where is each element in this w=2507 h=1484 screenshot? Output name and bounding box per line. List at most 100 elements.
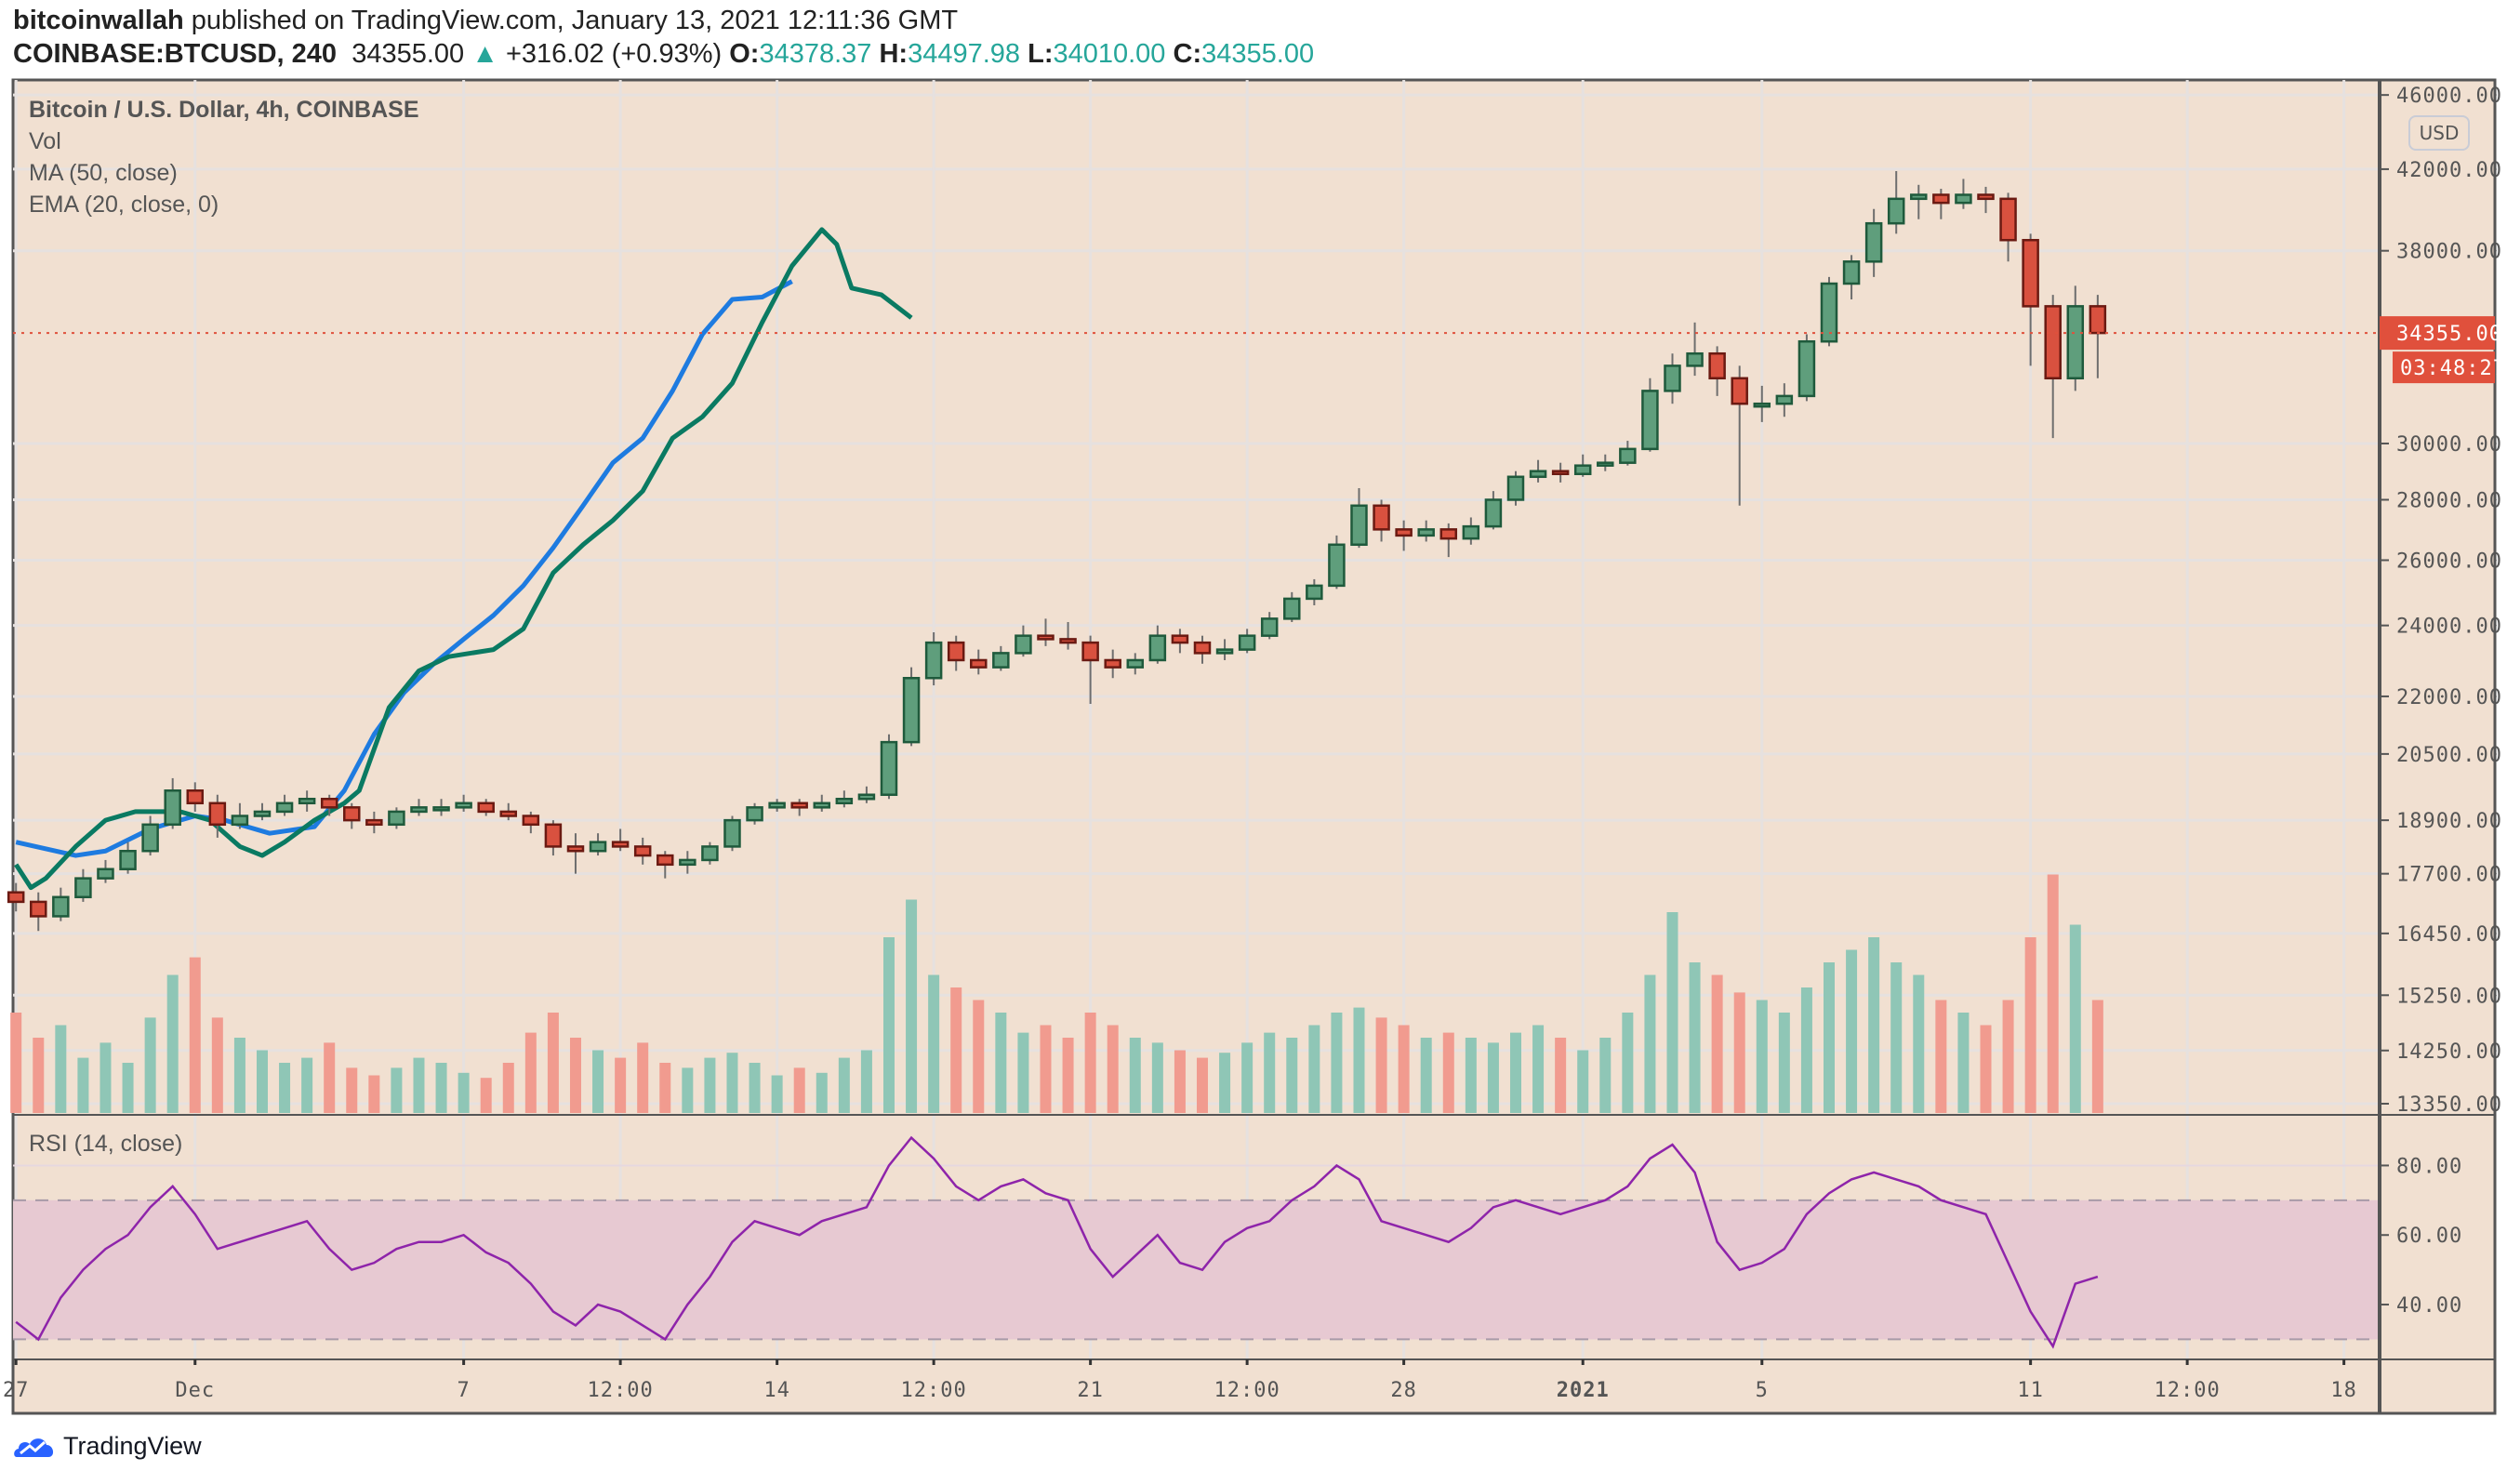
rsi-tick-label: 80.00 bbox=[2396, 1155, 2462, 1178]
time-tick-label: 11 bbox=[2017, 1379, 2044, 1402]
time-tick-label: 14 bbox=[763, 1379, 790, 1402]
close-label: C: bbox=[1173, 39, 1202, 69]
volume-bar bbox=[211, 1017, 223, 1113]
volume-bar bbox=[458, 1072, 470, 1113]
candle-up bbox=[768, 802, 786, 809]
branding-text: TradingView bbox=[63, 1432, 202, 1460]
volume-bar bbox=[1800, 987, 1812, 1113]
candle-up bbox=[164, 788, 181, 827]
volume-bar bbox=[1219, 1053, 1231, 1113]
candle-down bbox=[1932, 193, 1950, 205]
volume-bar bbox=[1532, 1025, 1545, 1113]
candle-up bbox=[1641, 390, 1659, 451]
candle-down bbox=[499, 810, 518, 817]
axes: 46000.00 42000.00 38000.00 30000.00 28000.00… bbox=[3, 80, 2505, 1413]
rsi-tick-label: 40.00 bbox=[2396, 1294, 2462, 1318]
candle-up bbox=[723, 818, 741, 848]
publish-info: bitcoinwallah published on TradingView.c… bbox=[13, 6, 958, 36]
tradingview-cloud-icon bbox=[14, 1438, 54, 1457]
candle-up bbox=[679, 858, 696, 867]
candle-up bbox=[1842, 260, 1861, 285]
candle-up bbox=[1597, 461, 1614, 467]
candle-down bbox=[1999, 197, 2017, 242]
candle-down bbox=[320, 797, 338, 809]
candle-down bbox=[1551, 470, 1570, 475]
candle-down bbox=[343, 806, 361, 822]
time-tick-label: 7 bbox=[458, 1379, 471, 1402]
ma50-line bbox=[15, 279, 793, 858]
volume-bar bbox=[480, 1078, 492, 1113]
currency-badge[interactable]: USD bbox=[2408, 115, 2470, 151]
candle-up bbox=[1664, 364, 1681, 392]
rsi-tick-label: 60.00 bbox=[2396, 1225, 2462, 1248]
volume-bar bbox=[279, 1063, 291, 1113]
volume-bar bbox=[1465, 1038, 1477, 1113]
volume-bar bbox=[368, 1075, 380, 1113]
candle-down bbox=[1708, 351, 1726, 380]
volume-bar bbox=[1062, 1038, 1074, 1113]
volume-bar bbox=[1868, 937, 1880, 1113]
candle-up bbox=[119, 849, 137, 870]
time-tick-label: 18 bbox=[2330, 1379, 2357, 1402]
candles bbox=[7, 171, 2107, 932]
volume-bar bbox=[524, 1032, 537, 1113]
candle-down bbox=[1731, 377, 1748, 405]
candle-up bbox=[701, 845, 719, 862]
price-tick-label: 26000.00 bbox=[2396, 550, 2502, 573]
candle-down bbox=[1037, 634, 1055, 641]
volume-bar bbox=[1174, 1050, 1186, 1113]
candle-up bbox=[1215, 648, 1234, 655]
time-tick-label: 2021 bbox=[1557, 1379, 1610, 1402]
candle-down bbox=[1059, 638, 1077, 644]
candle-down bbox=[947, 641, 965, 662]
legend-ema[interactable]: EMA (20, close, 0) bbox=[29, 192, 219, 218]
volume-bar bbox=[637, 1042, 649, 1113]
candle-down bbox=[790, 802, 808, 809]
volume-bar bbox=[1846, 949, 1858, 1113]
price-tick-label: 16450.00 bbox=[2396, 923, 2502, 947]
candle-down bbox=[208, 802, 227, 827]
volume-bar bbox=[502, 1063, 514, 1113]
candle-down bbox=[1171, 634, 1189, 644]
author-name[interactable]: bitcoinwallah bbox=[13, 6, 184, 35]
countdown-tag bbox=[2393, 351, 2495, 384]
volume-bar bbox=[1420, 1038, 1432, 1113]
candle-up bbox=[1686, 351, 1704, 367]
volume-bar bbox=[1935, 1000, 1947, 1113]
volume-bar bbox=[1644, 974, 1656, 1113]
price-tick-label: 17700.00 bbox=[2396, 864, 2502, 887]
candle-down bbox=[2022, 238, 2039, 308]
volume-bar bbox=[569, 1038, 581, 1113]
time-tick-label: 5 bbox=[1756, 1379, 1769, 1402]
volume-bar bbox=[1689, 962, 1701, 1113]
candle-up bbox=[52, 895, 70, 918]
candle-down bbox=[657, 854, 674, 867]
time-tick-label: Dec bbox=[175, 1379, 215, 1402]
current-price-tag-text: 34355.00 bbox=[2396, 323, 2502, 346]
legend-vol[interactable]: Vol bbox=[29, 128, 61, 154]
legend-rsi[interactable]: RSI (14, close) bbox=[29, 1131, 183, 1157]
volume-bar bbox=[995, 1013, 1007, 1113]
candle-up bbox=[1864, 221, 1883, 263]
candle-down bbox=[566, 845, 585, 853]
candle-up bbox=[992, 652, 1010, 669]
volume-bar bbox=[1555, 1038, 1567, 1113]
candle-up bbox=[1462, 524, 1480, 540]
tradingview-logo[interactable]: TradingView bbox=[13, 1432, 202, 1461]
volume-bar bbox=[547, 1013, 559, 1113]
legend-ma[interactable]: MA (50, close) bbox=[29, 160, 178, 186]
volume-bar bbox=[793, 1067, 805, 1113]
volume-bar bbox=[1040, 1025, 1052, 1113]
candle-up bbox=[1619, 447, 1637, 464]
current-price-tag bbox=[2380, 316, 2495, 351]
volume-bar bbox=[704, 1057, 716, 1113]
volume-bar bbox=[2047, 874, 2059, 1113]
volume-bar bbox=[1711, 974, 1723, 1113]
volume-bar bbox=[1509, 1032, 1521, 1113]
volume-bar bbox=[771, 1075, 783, 1113]
candle-down bbox=[1977, 193, 1995, 201]
close-value: 34355.00 bbox=[1201, 39, 1315, 69]
candle-down bbox=[1081, 641, 1099, 662]
volume-bar bbox=[10, 1013, 22, 1113]
